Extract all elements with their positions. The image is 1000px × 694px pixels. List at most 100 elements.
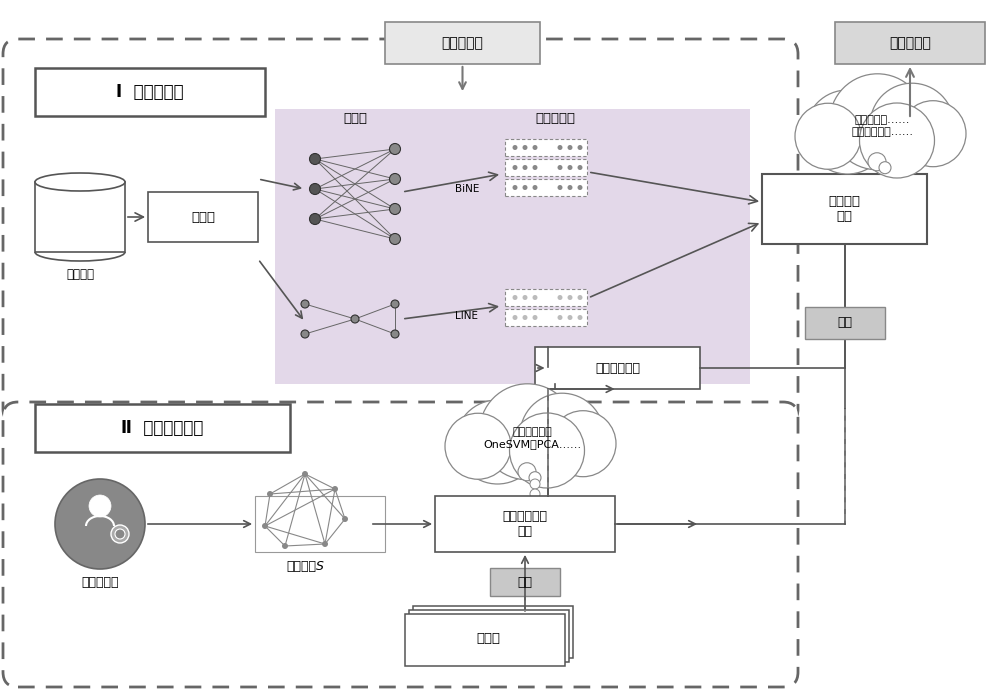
Circle shape bbox=[518, 463, 536, 481]
FancyBboxPatch shape bbox=[35, 404, 290, 452]
Ellipse shape bbox=[35, 173, 125, 191]
Text: 路径特征
提取: 路径特征 提取 bbox=[828, 195, 860, 223]
Circle shape bbox=[568, 165, 572, 170]
Circle shape bbox=[568, 145, 572, 150]
FancyBboxPatch shape bbox=[275, 109, 750, 384]
FancyBboxPatch shape bbox=[3, 402, 798, 687]
Text: 节点相似性……
路径边相似性……: 节点相似性…… 路径边相似性…… bbox=[851, 115, 913, 137]
FancyBboxPatch shape bbox=[435, 496, 615, 552]
FancyBboxPatch shape bbox=[255, 496, 385, 552]
Circle shape bbox=[512, 165, 518, 170]
FancyBboxPatch shape bbox=[805, 307, 885, 339]
Circle shape bbox=[510, 413, 584, 488]
FancyBboxPatch shape bbox=[762, 174, 927, 244]
Text: 候选路径搜索: 候选路径搜索 bbox=[595, 362, 640, 375]
Circle shape bbox=[391, 300, 399, 308]
Circle shape bbox=[530, 489, 540, 499]
Text: 路径熟悉度: 路径熟悉度 bbox=[889, 36, 931, 50]
FancyBboxPatch shape bbox=[505, 309, 587, 326]
Circle shape bbox=[115, 529, 125, 539]
Text: 图生成: 图生成 bbox=[343, 112, 367, 126]
Circle shape bbox=[391, 330, 399, 338]
Circle shape bbox=[111, 525, 129, 543]
Circle shape bbox=[529, 472, 541, 484]
Circle shape bbox=[310, 214, 320, 224]
Circle shape bbox=[522, 165, 528, 170]
Text: Ⅱ  异常检测单元: Ⅱ 异常检测单元 bbox=[121, 419, 203, 437]
Circle shape bbox=[302, 471, 308, 477]
Text: 内网数据: 内网数据 bbox=[66, 267, 94, 280]
Text: BiNE: BiNE bbox=[455, 184, 479, 194]
Circle shape bbox=[390, 203, 400, 214]
Circle shape bbox=[900, 101, 966, 167]
Text: 可疑路径S: 可疑路径S bbox=[286, 559, 324, 573]
Circle shape bbox=[558, 165, 562, 170]
Circle shape bbox=[532, 165, 538, 170]
Circle shape bbox=[578, 165, 582, 170]
Circle shape bbox=[532, 145, 538, 150]
Circle shape bbox=[578, 315, 582, 320]
Text: LINE: LINE bbox=[455, 311, 478, 321]
Circle shape bbox=[512, 185, 518, 190]
Circle shape bbox=[342, 516, 348, 522]
Text: 测试: 测试 bbox=[518, 575, 532, 589]
FancyBboxPatch shape bbox=[409, 610, 569, 662]
Circle shape bbox=[262, 523, 268, 529]
Circle shape bbox=[568, 315, 572, 320]
Circle shape bbox=[879, 162, 891, 174]
Circle shape bbox=[512, 315, 518, 320]
FancyBboxPatch shape bbox=[405, 614, 565, 666]
Text: 单类分类器：
OneSVM、PCA……: 单类分类器： OneSVM、PCA…… bbox=[483, 428, 581, 449]
Circle shape bbox=[512, 295, 518, 300]
Circle shape bbox=[267, 491, 273, 497]
Circle shape bbox=[550, 411, 616, 477]
FancyBboxPatch shape bbox=[3, 39, 798, 424]
Circle shape bbox=[522, 185, 528, 190]
Circle shape bbox=[390, 144, 400, 155]
Circle shape bbox=[520, 393, 604, 477]
Circle shape bbox=[351, 315, 359, 323]
Circle shape bbox=[301, 330, 309, 338]
FancyBboxPatch shape bbox=[413, 606, 573, 658]
Circle shape bbox=[859, 103, 934, 178]
Circle shape bbox=[532, 185, 538, 190]
Circle shape bbox=[558, 295, 562, 300]
Circle shape bbox=[282, 543, 288, 549]
FancyBboxPatch shape bbox=[505, 139, 587, 156]
Text: 图嵌入向量: 图嵌入向量 bbox=[535, 112, 575, 126]
Circle shape bbox=[322, 541, 328, 547]
Circle shape bbox=[806, 90, 890, 174]
Circle shape bbox=[578, 185, 582, 190]
FancyBboxPatch shape bbox=[385, 22, 540, 64]
Circle shape bbox=[568, 185, 572, 190]
FancyBboxPatch shape bbox=[505, 289, 587, 306]
FancyBboxPatch shape bbox=[148, 192, 258, 242]
Circle shape bbox=[310, 153, 320, 164]
Text: 训练: 训练 bbox=[837, 316, 852, 330]
Circle shape bbox=[445, 413, 511, 480]
Circle shape bbox=[558, 185, 562, 190]
Circle shape bbox=[532, 315, 538, 320]
Text: 构建正常行为
模型: 构建正常行为 模型 bbox=[503, 510, 548, 538]
Circle shape bbox=[532, 295, 538, 300]
FancyBboxPatch shape bbox=[505, 179, 587, 196]
Circle shape bbox=[301, 300, 309, 308]
Text: 预处理: 预处理 bbox=[191, 210, 215, 223]
Circle shape bbox=[332, 486, 338, 492]
FancyBboxPatch shape bbox=[505, 159, 587, 176]
Circle shape bbox=[568, 295, 572, 300]
Circle shape bbox=[870, 83, 954, 167]
FancyBboxPatch shape bbox=[835, 22, 985, 64]
Circle shape bbox=[530, 479, 540, 489]
Circle shape bbox=[578, 145, 582, 150]
Text: 新路径: 新路径 bbox=[476, 632, 500, 645]
Circle shape bbox=[480, 384, 576, 480]
Circle shape bbox=[390, 174, 400, 185]
Circle shape bbox=[558, 145, 562, 150]
FancyBboxPatch shape bbox=[35, 182, 125, 252]
Circle shape bbox=[795, 103, 861, 169]
FancyBboxPatch shape bbox=[35, 68, 265, 116]
Text: 图表示学习: 图表示学习 bbox=[442, 36, 483, 50]
Circle shape bbox=[578, 295, 582, 300]
Circle shape bbox=[522, 295, 528, 300]
